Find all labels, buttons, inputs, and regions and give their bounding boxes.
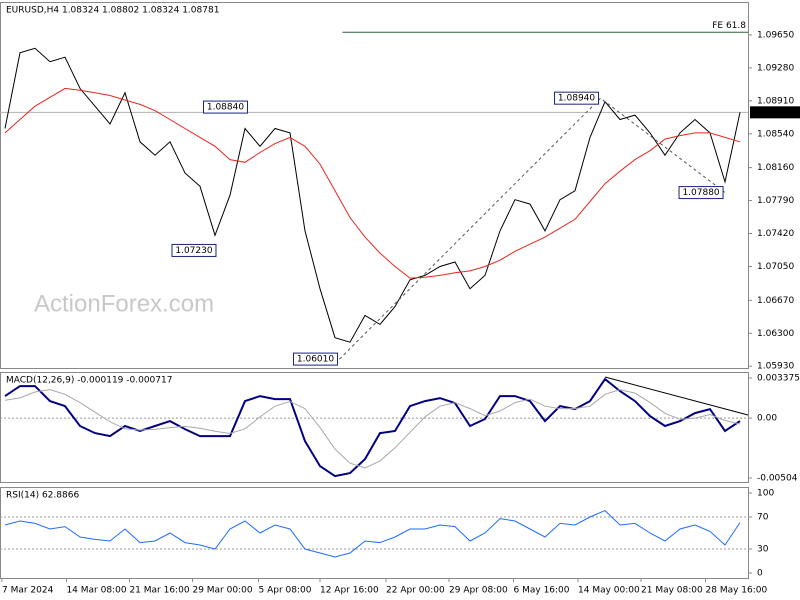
y-tick-label: 1.08910 bbox=[757, 96, 794, 106]
x-tick-label: 21 May 08:00 bbox=[641, 586, 703, 596]
swing-label: 1.07230 bbox=[175, 246, 212, 256]
panel-title: MACD(12,26,9) -0.000119 -0.000717 bbox=[6, 376, 172, 386]
watermark: ActionForex.com bbox=[34, 290, 214, 317]
swing-label: 1.07880 bbox=[682, 188, 719, 198]
panel-title: RSI(14) 62.8866 bbox=[6, 491, 79, 501]
y-tick-label: 1.06300 bbox=[757, 329, 794, 339]
x-tick-label: 14 May 00:00 bbox=[578, 586, 640, 596]
y-tick-label: 1.05930 bbox=[757, 362, 794, 372]
swing-label-box bbox=[292, 352, 338, 366]
swing-label-box bbox=[678, 186, 724, 200]
x-tick-label: 5 Apr 08:00 bbox=[258, 586, 311, 596]
y-tick-label: 100 bbox=[757, 489, 774, 499]
y-tick-label: 1.09280 bbox=[757, 63, 794, 73]
y-tick-label: 1.08540 bbox=[757, 129, 794, 139]
y-tick-label: -0.00504 bbox=[757, 473, 798, 483]
y-tick-label: 0.003375 bbox=[757, 373, 800, 383]
series-line bbox=[4, 510, 741, 558]
x-tick-label: 28 May 16:00 bbox=[706, 586, 768, 596]
x-tick-label: 22 Apr 00:00 bbox=[386, 586, 445, 596]
swing-label: 1.06010 bbox=[297, 355, 334, 365]
panel-frame bbox=[0, 372, 749, 483]
y-tick-label: 1.06670 bbox=[757, 296, 794, 306]
panel-frame bbox=[0, 487, 749, 579]
y-tick-label: 1.07420 bbox=[757, 229, 794, 239]
x-tick-label: 14 Mar 08:00 bbox=[66, 586, 126, 596]
panel-title: EURUSD,H4 1.08324 1.08802 1.08324 1.0878… bbox=[6, 6, 219, 16]
x-tick-label: 21 Mar 16:00 bbox=[129, 586, 189, 596]
y-tick-label: 1.07050 bbox=[757, 262, 794, 272]
x-tick-label: 29 Apr 08:00 bbox=[449, 586, 508, 596]
y-tick-label: 1.08160 bbox=[757, 163, 794, 173]
x-tick-label: 7 Mar 2024 bbox=[2, 586, 54, 596]
x-tick-label: 6 May 16:00 bbox=[514, 586, 570, 596]
swing-label: 1.08840 bbox=[207, 103, 244, 113]
y-tick-label: 70 bbox=[757, 513, 769, 523]
series-line bbox=[4, 87, 741, 279]
y-tick-label: 1.07790 bbox=[757, 196, 794, 206]
x-tick-label: 12 Apr 16:00 bbox=[320, 586, 379, 596]
swing-label: 1.08940 bbox=[558, 94, 595, 104]
last-price-label: 1.08781 bbox=[754, 108, 791, 118]
y-tick-label: 0.00 bbox=[757, 414, 777, 424]
series-line bbox=[4, 377, 741, 478]
panel-frame bbox=[0, 2, 749, 369]
fe-label: FE 61.8 bbox=[712, 21, 746, 31]
x-tick-label: 29 Mar 00:00 bbox=[192, 586, 252, 596]
y-tick-label: 0 bbox=[757, 569, 763, 579]
swing-label-box bbox=[202, 100, 248, 114]
series-line bbox=[4, 389, 741, 469]
swing-label-box bbox=[554, 91, 600, 105]
macd-trendline bbox=[604, 376, 749, 416]
y-tick-label: 30 bbox=[757, 545, 769, 555]
y-tick-label: 1.09650 bbox=[757, 30, 794, 40]
last-price-box bbox=[750, 106, 800, 119]
swing-label-box bbox=[171, 243, 217, 257]
